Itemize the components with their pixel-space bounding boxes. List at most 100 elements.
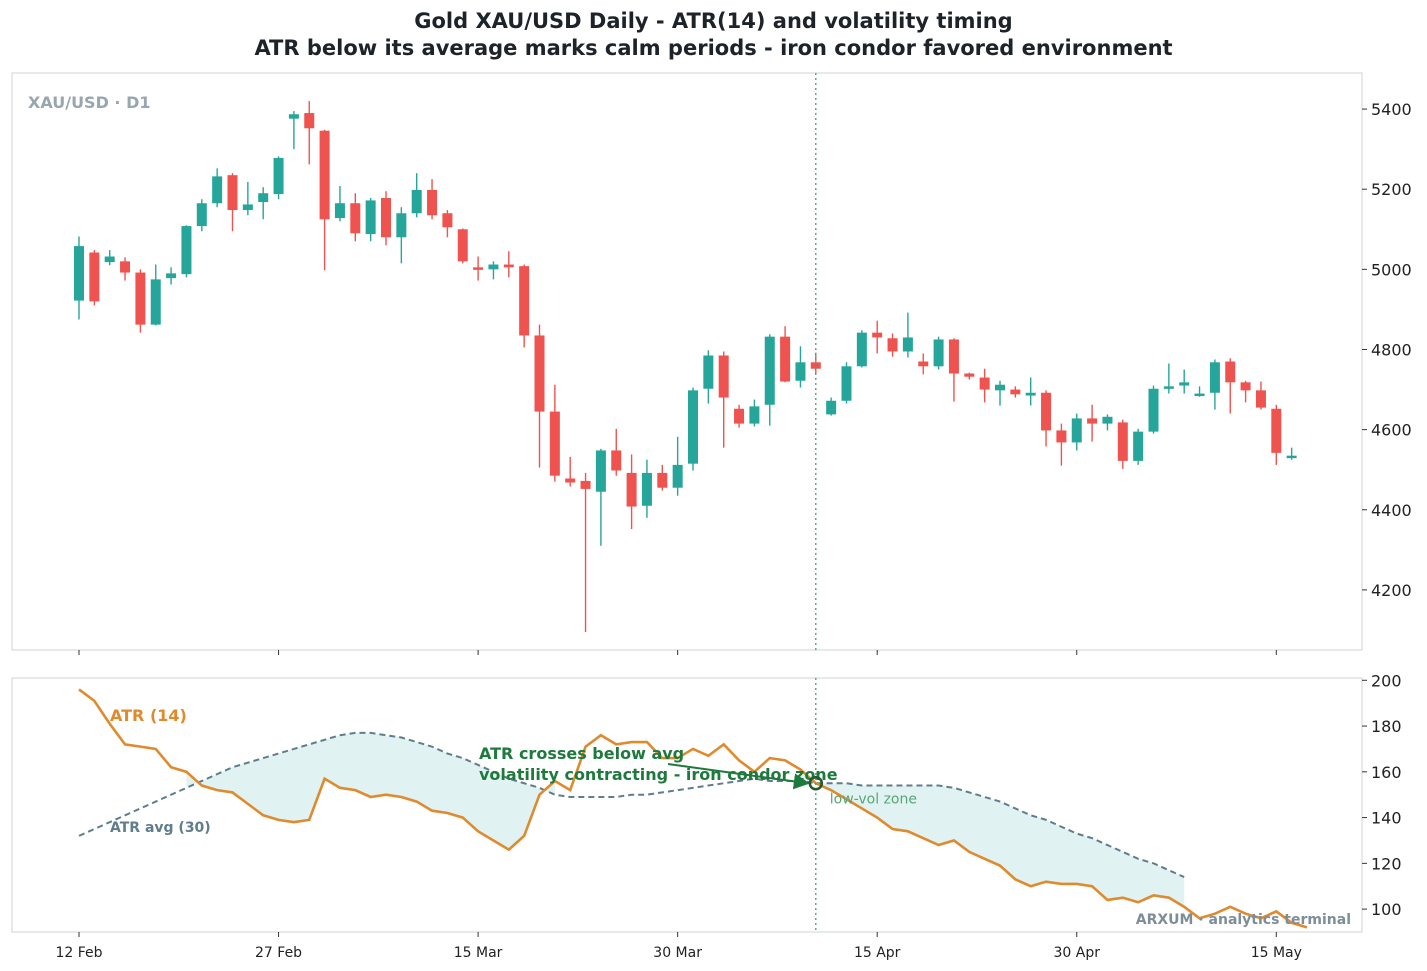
candle-body [565, 478, 576, 483]
candle-body [442, 213, 453, 228]
candle-body [1056, 430, 1067, 443]
candle-body [319, 130, 330, 220]
candle-body [227, 175, 238, 211]
price-panel [11, 72, 1363, 651]
candle-body [1255, 390, 1266, 408]
candle-body [457, 229, 468, 262]
candle-body [672, 464, 683, 488]
annotation-arrow [667, 763, 810, 790]
candle-body [120, 261, 131, 273]
x-tick-label: 15 Mar [454, 945, 503, 961]
cross-marker-circle [808, 776, 824, 791]
candle-body [288, 114, 299, 119]
candle-body [1117, 422, 1128, 461]
low-vol-fill [186, 732, 1185, 907]
atr-y-tick-label: 100 [1371, 900, 1402, 919]
candle-body [1102, 416, 1113, 424]
x-tick-label: 12 Feb [55, 945, 102, 961]
chart-subtitle: ATR below its average marks calm periods… [254, 36, 1173, 60]
candle-body [1010, 389, 1021, 395]
x-tick-label: 30 Mar [653, 945, 702, 961]
candle-body [1133, 431, 1144, 461]
low-vol-fill-segment [186, 732, 555, 850]
candle-body [580, 480, 591, 489]
candle-body [273, 157, 284, 195]
atr-y-tick-label: 180 [1371, 717, 1402, 736]
candle-body [795, 362, 806, 381]
low-vol-zone-label: low-vol zone [830, 791, 917, 807]
candle-body [718, 355, 729, 398]
price-y-tick-label: 4600 [1371, 421, 1412, 440]
price-y-tick-label: 5400 [1371, 100, 1412, 119]
annotation-line-2: volatility contracting - iron condor zon… [479, 765, 838, 784]
candle-body [703, 355, 714, 389]
candle-body [948, 339, 959, 374]
candle-body [427, 190, 438, 216]
candle-body [657, 472, 668, 488]
price-y-tick-label: 4800 [1371, 340, 1412, 359]
candle-body [381, 198, 391, 238]
candle-body [626, 472, 637, 507]
candle-body [350, 203, 361, 234]
candle-body [196, 203, 207, 227]
candle-body [1025, 392, 1036, 396]
price-y-axis: 4200 4400 4600 4800 5000 5200 5400 [1362, 100, 1412, 600]
candle-body [396, 213, 407, 238]
candle-body [1194, 393, 1205, 397]
price-y-tick-label: 4200 [1371, 581, 1412, 600]
candle-body [89, 252, 100, 302]
candle-body [1087, 418, 1098, 424]
candle-body [1286, 455, 1297, 459]
candle-body [258, 193, 269, 203]
price-panel-label: XAU/USD · D1 [28, 93, 151, 112]
candle-body [780, 336, 791, 382]
candle-body [150, 279, 161, 325]
candle-body [611, 450, 622, 471]
watermark: ARXUM · analytics terminal [1136, 912, 1351, 928]
candle-body [181, 226, 192, 275]
atr-panel [11, 677, 1363, 933]
atr-y-tick-label: 160 [1371, 763, 1402, 782]
price-y-tick-label: 5000 [1371, 260, 1412, 279]
candle-body [810, 362, 821, 369]
atr-avg-legend-label: ATR avg (30) [110, 820, 211, 836]
candle-body [549, 411, 560, 476]
candle-body [841, 366, 852, 401]
candle-body [826, 400, 837, 415]
price-y-tick-label: 5200 [1371, 180, 1412, 199]
candle-body [503, 264, 514, 268]
atr-x-axis: 12 Feb 27 Feb 15 Mar 30 Mar 15 Apr 30 Apr 15 M… [55, 932, 1302, 961]
candle-body [933, 339, 944, 367]
candle-body [872, 332, 883, 338]
annotation-line-1: ATR crosses below avg [479, 744, 684, 763]
candle-body [519, 266, 530, 336]
candle-body [534, 335, 545, 412]
atr-y-axis: 100 120 140 160 180 200 [1362, 671, 1402, 919]
candle-body [595, 450, 606, 492]
candle-body [242, 204, 253, 211]
candle-body [411, 190, 422, 214]
atr-legend-label: ATR (14) [110, 706, 187, 725]
candle-body [488, 264, 499, 270]
candle-body [334, 203, 345, 219]
x-tick-label: 27 Feb [255, 945, 302, 961]
candle-body [1163, 386, 1174, 389]
candle-body [1179, 382, 1190, 386]
candle-body [979, 377, 990, 390]
x-tick-label: 30 Apr [1054, 945, 1101, 961]
atr-y-tick-label: 140 [1371, 809, 1402, 828]
candle-body [365, 200, 376, 235]
candle-body [1041, 392, 1052, 431]
candle-body [473, 267, 484, 270]
price-x-ticks [78, 650, 1277, 655]
candle-body [1271, 408, 1282, 453]
candle-body [212, 176, 223, 204]
candle-body [1225, 361, 1236, 383]
price-y-tick-label: 4400 [1371, 501, 1412, 520]
candle-body [641, 472, 652, 506]
candle-body [856, 332, 867, 367]
atr-line [78, 688, 1308, 929]
candle-body [1071, 418, 1082, 443]
candle-body [887, 338, 898, 352]
